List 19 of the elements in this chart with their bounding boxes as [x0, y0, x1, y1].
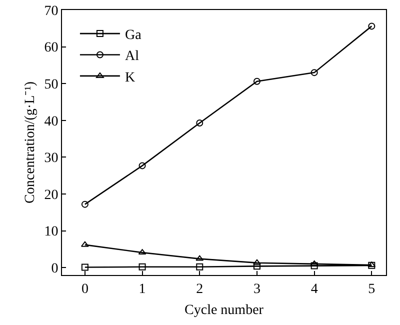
y-tick-label: 50 — [44, 78, 58, 93]
y-tick-label: 20 — [44, 188, 58, 203]
legend-label: K — [124, 70, 136, 86]
x-axis-title: Cycle number — [184, 303, 264, 318]
y-tick-label: 70 — [44, 4, 58, 19]
x-tick-label: 4 — [310, 282, 318, 297]
y-tick-label: 0 — [51, 262, 58, 277]
y-tick-label: 40 — [44, 114, 58, 130]
x-tick-label: 5 — [368, 282, 376, 297]
x-tick-label: 0 — [81, 282, 88, 297]
y-axis-title: Concentration/(g·L⁻¹) — [22, 81, 38, 204]
x-tick-label: 1 — [138, 282, 146, 297]
y-tick-label: 10 — [44, 224, 58, 240]
legend-label: Al — [124, 49, 140, 64]
y-tick-label: 60 — [44, 40, 58, 56]
y-tick-label: 30 — [44, 151, 58, 166]
x-tick-label: 3 — [253, 282, 260, 297]
x-tick-label: 2 — [196, 282, 204, 297]
legend-label: Ga — [124, 28, 142, 44]
